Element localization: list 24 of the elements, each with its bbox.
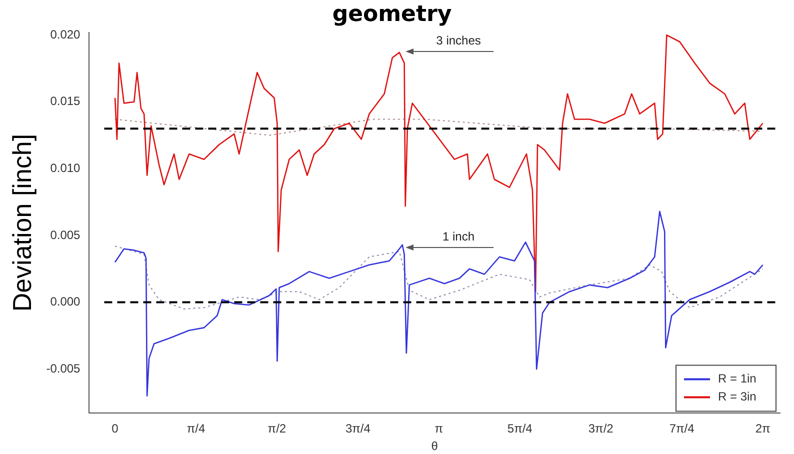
x-tick-label: π/2 xyxy=(268,422,286,436)
x-tick-label: π/4 xyxy=(186,422,206,436)
x-axis-title: θ xyxy=(431,439,438,454)
y-tick-label: 0.020 xyxy=(50,27,81,42)
legend-label: R = 3in xyxy=(718,390,756,404)
x-tick-label: 3π/4 xyxy=(345,422,371,436)
annotation: 1 inch xyxy=(442,230,475,244)
y-tick-label: 0.015 xyxy=(50,94,81,108)
annotation: 3 inches xyxy=(436,33,481,48)
y-tick-label: 0.010 xyxy=(50,161,81,175)
y-tick-label: -0.005 xyxy=(46,361,81,376)
line-series xyxy=(114,118,764,136)
line-series xyxy=(114,246,764,310)
x-tick-label: 3π/2 xyxy=(588,422,614,436)
y-tick-label: 0.000 xyxy=(50,294,81,309)
legend-label: R = 1in xyxy=(718,372,756,386)
y-tick-label: 0.005 xyxy=(50,228,81,242)
x-tick-label: 0 xyxy=(112,422,119,436)
x-tick-label: 5π/4 xyxy=(507,422,533,436)
chart-title: geometry xyxy=(332,2,452,27)
x-tick-label: 2π xyxy=(755,422,770,436)
x-tick-label: 7π/4 xyxy=(669,422,695,436)
x-tick-label: π xyxy=(434,422,444,436)
y-axis-title: Deviation [inch] xyxy=(6,134,37,312)
